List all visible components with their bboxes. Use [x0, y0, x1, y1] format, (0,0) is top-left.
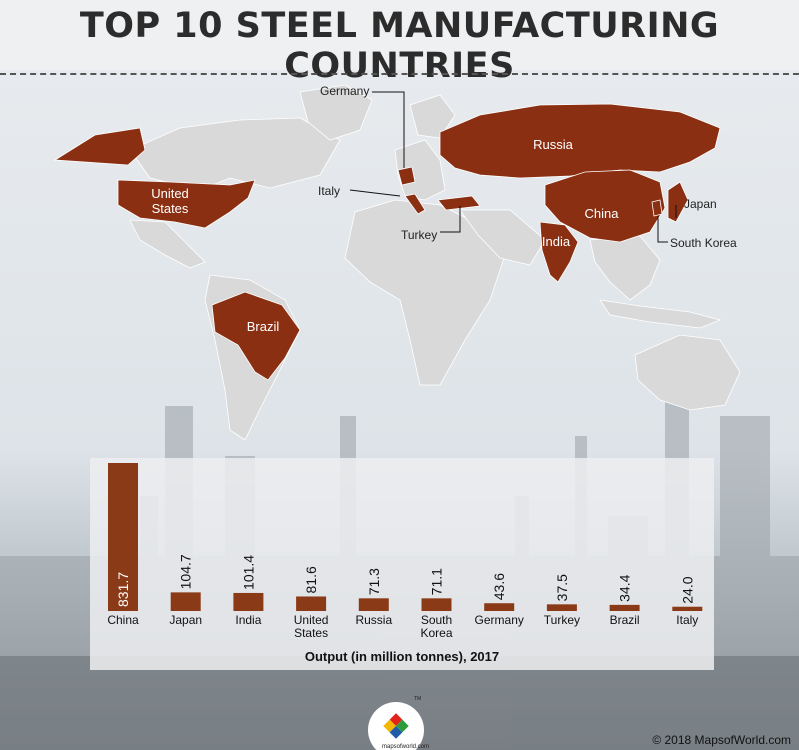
japan-shape [667, 181, 689, 223]
italy-shape [404, 193, 426, 215]
south-korea-shape [651, 199, 663, 217]
brazil-shape [211, 291, 301, 381]
producer-countries [53, 103, 721, 381]
map-label-russia: Russia [533, 137, 573, 152]
value-label: 71.1 [429, 568, 445, 595]
callout-line-turkey [440, 206, 461, 233]
india-shape [539, 221, 579, 283]
callout-line-germany [372, 91, 405, 168]
bar-china [108, 463, 138, 611]
mapsofworld-logo: mapsofworld.com TM [368, 696, 429, 750]
chart-panel [90, 458, 714, 670]
callout-label-italy: Italy [318, 184, 341, 198]
greenland-landmass [299, 84, 373, 141]
map-label-china: China [584, 206, 619, 221]
copyright-credit: © 2018 MapsofWorld.com [652, 733, 791, 747]
chart-title: Output (in million tonnes), 2017 [305, 649, 499, 664]
bar-turkey [546, 604, 577, 611]
map-label-brazil: Brazil [246, 319, 280, 334]
bar-india [233, 592, 264, 611]
title-band [0, 0, 799, 70]
logo-trademark: TM [414, 696, 421, 702]
bar-united-states [296, 596, 327, 611]
page-title: TOP 10 STEEL MANUFACTURING COUNTRIES [79, 6, 720, 86]
category-label: United States [294, 613, 329, 640]
scandinavia-landmass [409, 94, 456, 139]
value-label: 104.7 [178, 554, 194, 589]
value-label: 101.4 [240, 555, 256, 590]
category-label: Turkey [544, 613, 580, 627]
map-label-india: India [541, 234, 571, 249]
united-states-shape [117, 179, 256, 229]
category-label: China [107, 613, 139, 627]
value-label: 831.7 [115, 572, 131, 607]
bar-japan [170, 592, 201, 611]
category-label: South Korea [420, 613, 452, 640]
indonesia-landmass [599, 299, 722, 329]
callout-label-south-korea: South Korea [670, 236, 737, 250]
alaska-shape [53, 127, 146, 166]
value-label: 34.4 [617, 574, 633, 601]
value-label: 71.3 [366, 568, 382, 595]
category-label: Italy [676, 613, 698, 627]
russia-shape [439, 103, 721, 179]
value-label: 37.5 [554, 574, 570, 601]
china-shape [544, 169, 666, 243]
bar-south-korea [421, 598, 452, 611]
callout-label-germany: Germany [320, 84, 370, 98]
value-label: 81.6 [303, 566, 319, 593]
category-label: India [235, 613, 261, 627]
australia-landmass [634, 334, 741, 411]
southeast-asia-landmass [589, 235, 661, 301]
turkey-shape [437, 195, 481, 211]
bar-italy [672, 606, 703, 611]
middle-east-landmass [459, 209, 546, 266]
category-label: Germany [475, 613, 524, 627]
mexico-landmass [129, 219, 206, 269]
category-label: Russia [355, 613, 392, 627]
callout-line-south-korea [657, 216, 668, 243]
europe-landmass [394, 139, 446, 201]
bar-germany [484, 603, 515, 611]
logo-text: mapsofworld.com [382, 744, 429, 750]
germany-shape [397, 166, 416, 186]
category-label: Brazil [610, 613, 640, 627]
map-label-united-states: United States [151, 186, 189, 216]
bar-brazil [609, 604, 640, 611]
title-divider [0, 73, 799, 75]
callout-lines [349, 91, 677, 243]
callout-label-japan: Japan [684, 197, 717, 211]
callout-line-italy [349, 189, 401, 197]
bar-russia [358, 598, 389, 611]
value-label: 24.0 [679, 576, 695, 603]
callout-label-turkey: Turkey [401, 228, 438, 242]
category-label: Japan [169, 613, 202, 627]
value-label: 43.6 [491, 573, 507, 600]
